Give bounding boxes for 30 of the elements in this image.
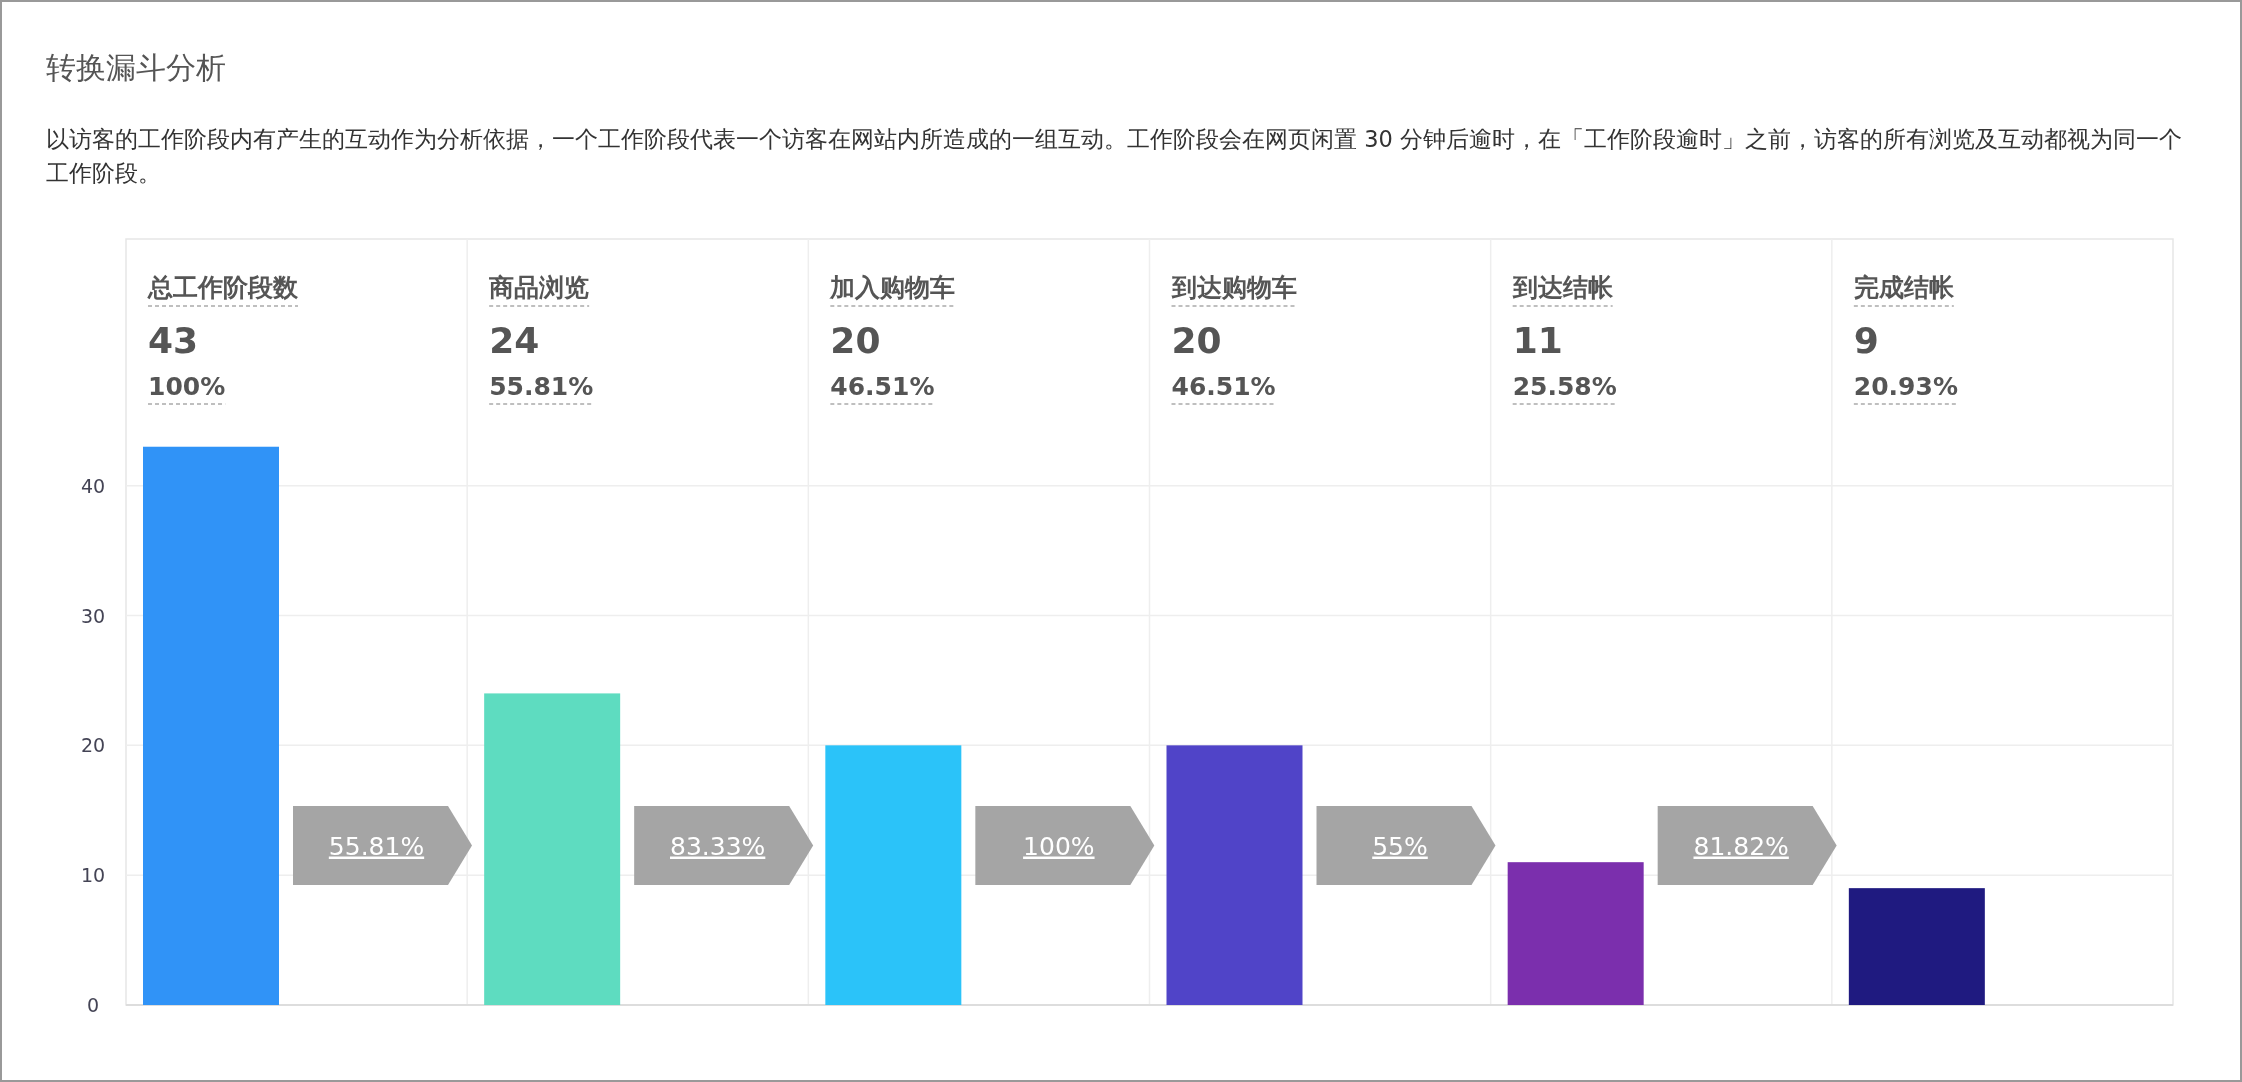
annotation: 100% — [1023, 831, 1095, 861]
y-tick-label: 10 — [80, 864, 106, 887]
x-tick-label: 商品浏览 — [488, 273, 590, 302]
chart-title: 转换漏斗分析 — [46, 49, 226, 87]
x-tick-label: 到达购物车 — [1170, 273, 1297, 302]
annotation: 9 — [1853, 320, 1879, 361]
annotation: 25.58% — [1512, 372, 1617, 401]
x-tick-label: 完成结帐 — [1853, 273, 1955, 302]
annotation: 55.81% — [489, 372, 594, 401]
y-tick-label: 0 — [86, 994, 100, 1016]
annotation: 83.33% — [670, 831, 766, 861]
chart-subtitle: 以访客的工作阶段内有产生的互动作为分析依据，一个工作阶段代表一个访客在网站内所造成的一组互动。工作阶段会在网页闲置 30 分钟后逾时，在「工作阶段逾时」之前，访客的所有浏览及互动都视为同一个工作阶段。 — [46, 125, 2183, 188]
annotation: 24 — [489, 320, 540, 361]
annotation: 55% — [1372, 831, 1428, 861]
annotation: 11 — [1512, 320, 1563, 361]
annotation: 55.81% — [328, 831, 425, 861]
annotation: 43 — [148, 320, 199, 361]
annotation: 20.93% — [1853, 372, 1958, 401]
annotation: 20 — [830, 320, 881, 361]
y-tick-label: 40 — [80, 474, 106, 497]
annotation: 20 — [1171, 320, 1222, 361]
annotation: 46.51% — [1171, 372, 1276, 401]
x-tick-label: 到达结帐 — [1511, 273, 1614, 302]
x-tick-label: 总工作阶段数 — [147, 273, 299, 302]
x-tick-label: 加入购物车 — [829, 273, 956, 302]
y-tick-label: 20 — [80, 734, 106, 757]
annotation: 81.82% — [1693, 831, 1789, 861]
annotation: 100% — [148, 372, 226, 401]
annotation: 46.51% — [830, 372, 935, 401]
y-tick-label: 30 — [80, 604, 106, 627]
